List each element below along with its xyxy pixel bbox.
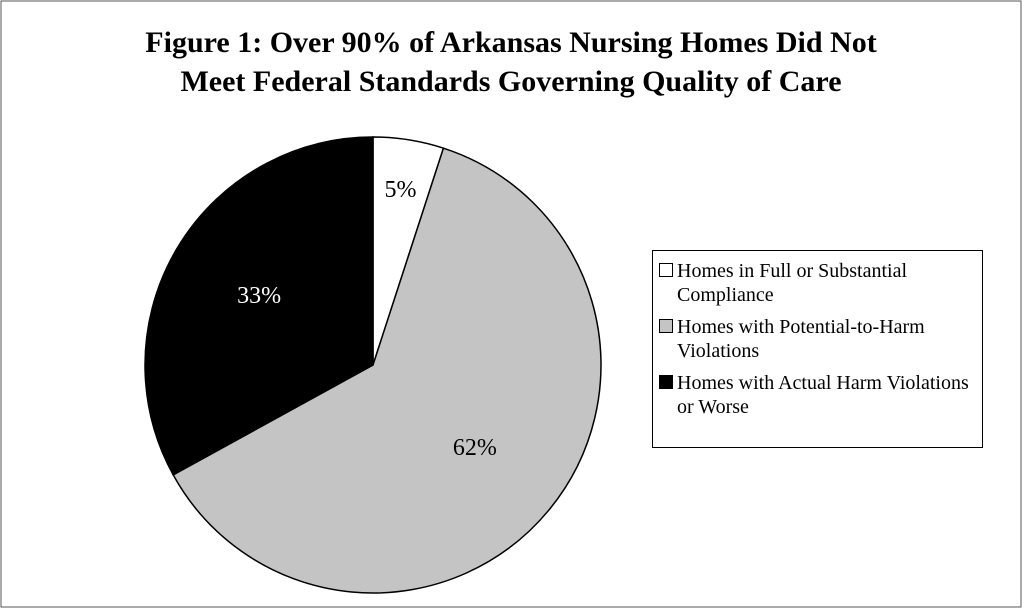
legend-item: Homes with Potential-to-Harm Violations	[659, 315, 976, 363]
legend-swatch	[659, 319, 673, 333]
chart-title: Meet Federal Standards Governing Quality…	[180, 65, 841, 98]
legend: Homes in Full or Substantial Compliance H…	[652, 250, 983, 448]
slice-label: 33%	[237, 283, 281, 309]
pie-slice	[172, 147, 602, 594]
legend-swatch	[659, 263, 673, 277]
slice-label: 62%	[453, 435, 497, 461]
legend-label: Homes in Full or Substantial Compliance	[677, 260, 907, 306]
legend-label: Homes with Potential-to-Harm Violations	[677, 316, 925, 362]
pie-slice	[144, 136, 374, 476]
legend-label: Homes with Actual Harm Violations or Wor…	[677, 372, 969, 418]
chart-title: Figure 1: Over 90% of Arkansas Nursing H…	[145, 26, 876, 59]
legend-item: Homes in Full or Substantial Compliance	[659, 259, 976, 307]
slice-label: 5%	[384, 177, 416, 203]
legend-swatch	[659, 375, 673, 389]
legend-item: Homes with Actual Harm Violations or Wor…	[659, 371, 976, 419]
